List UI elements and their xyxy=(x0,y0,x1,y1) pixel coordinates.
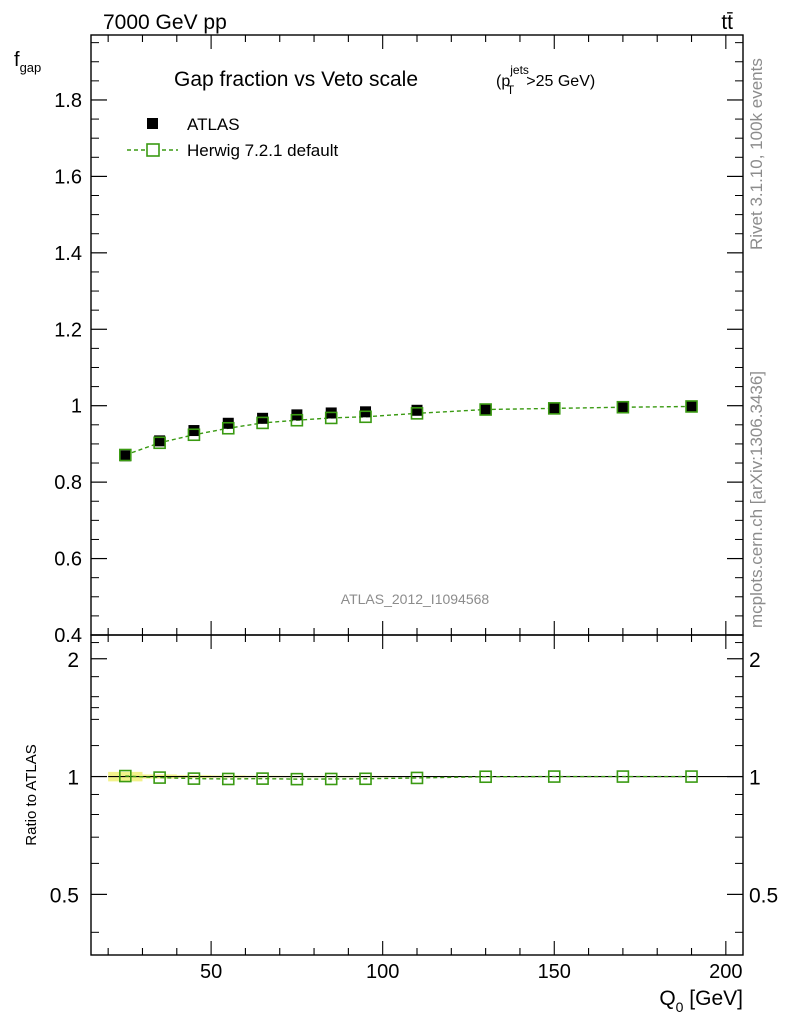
ratio-herwig-point xyxy=(221,772,235,786)
ratio-herwig-point xyxy=(616,770,630,783)
herwig-point xyxy=(153,436,166,450)
ratio-herwig-point xyxy=(153,771,166,784)
atlas-point xyxy=(119,450,131,462)
main-ytick-label: 1.6 xyxy=(54,166,82,188)
main-ytick-label: 1.4 xyxy=(54,243,82,265)
atlas-point xyxy=(411,404,423,416)
herwig-point xyxy=(685,400,698,413)
legend-label-atlas: ATLAS xyxy=(187,115,240,134)
legend-label-herwig: Herwig 7.2.1 default xyxy=(187,141,338,160)
ratio-herwig-line xyxy=(125,775,692,780)
legend-marker-atlas xyxy=(147,118,158,129)
herwig-point xyxy=(359,410,372,424)
ratio-herwig-point xyxy=(256,772,269,785)
ratio-herwig-point xyxy=(685,770,698,783)
ratio-ytick-label-right: 1 xyxy=(749,767,761,790)
title-cut-superscript: jets xyxy=(509,63,529,77)
ratio-xtick-label: 100 xyxy=(366,961,399,983)
herwig-point xyxy=(324,411,338,425)
herwig-point xyxy=(547,402,561,415)
atlas-point xyxy=(548,402,560,414)
atlas-point xyxy=(480,403,492,415)
herwig-point xyxy=(221,421,235,435)
atlas-point xyxy=(188,425,200,437)
herwig-point xyxy=(479,403,492,416)
legend: ATLAS Herwig 7.2.1 default xyxy=(127,115,338,160)
herwig-point xyxy=(616,400,630,414)
ratio-xtick-label: 200 xyxy=(709,961,742,983)
title-cut-prefix: (p xyxy=(496,73,510,90)
herwig-line xyxy=(125,405,692,456)
ratio-series-layer xyxy=(119,769,698,786)
ratio-herwig-point xyxy=(547,770,561,783)
atlas-point xyxy=(154,435,166,447)
ratio-herwig-point xyxy=(479,770,492,784)
main-ytick-label: 1.2 xyxy=(54,319,82,341)
y-axis-label: fgap xyxy=(14,49,41,75)
y-axis-label-sub: gap xyxy=(20,60,42,75)
x-axis-label-suffix: [GeV] xyxy=(683,987,743,1010)
ratio-ytick-label: 0.5 xyxy=(50,884,79,907)
ratio-ytick-label-right: 2 xyxy=(749,649,761,672)
ratio-xtick-label: 150 xyxy=(538,961,571,983)
atlas-point xyxy=(617,401,629,413)
mcplots-label: mcplots.cern.ch [arXiv:1306.3436] xyxy=(747,371,766,628)
main-ytick-label: 0.8 xyxy=(54,472,82,494)
main-ytick-label: 0.4 xyxy=(54,625,82,647)
ratio-ytick-label: 2 xyxy=(67,649,79,672)
ratio-axes: 0.5 0.5 1 1 2 2 50 100 150 200 xyxy=(50,634,778,983)
y-axis-label-main: f xyxy=(14,49,20,71)
ratio-herwig-point xyxy=(359,772,372,786)
atlas-point xyxy=(257,412,269,424)
ratio-y-axis-label: Ratio to ATLAS xyxy=(23,744,40,845)
atlas-point xyxy=(686,400,698,412)
ratio-ytick-label-right: 0.5 xyxy=(749,884,778,907)
ratio-herwig-point xyxy=(410,771,424,785)
ratio-herwig-point xyxy=(290,772,304,786)
x-axis-label-sub: 0 xyxy=(676,999,684,1015)
main-ytick-label: 1.8 xyxy=(54,90,82,112)
herwig-point xyxy=(256,416,269,430)
main-series-layer xyxy=(119,400,698,462)
analysis-tag: ATLAS_2012_I1094568 xyxy=(341,591,490,607)
energy-label: 7000 GeV pp xyxy=(103,11,227,34)
legend-marker-herwig xyxy=(146,143,160,157)
x-axis-label: Q0 [GeV] xyxy=(659,987,743,1015)
title-cut: (pjets T >25 GeV) xyxy=(496,63,595,97)
process-label: tt̄ xyxy=(721,11,733,34)
ratio-xtick-label: 50 xyxy=(200,961,222,983)
herwig-point xyxy=(290,413,304,427)
ratio-frame xyxy=(90,634,744,956)
main-ytick-label: 1 xyxy=(71,396,82,418)
title-cut-suffix: >25 GeV) xyxy=(526,73,595,90)
chart-title: Gap fraction vs Veto scale xyxy=(174,68,418,91)
herwig-point xyxy=(119,448,132,462)
herwig-point xyxy=(187,428,201,442)
herwig-point xyxy=(410,407,424,420)
main-ytick-label: 0.6 xyxy=(54,549,82,571)
ratio-herwig-point xyxy=(187,772,201,785)
x-axis-label-main: Q xyxy=(659,987,675,1010)
ratio-herwig-point xyxy=(119,769,132,783)
ratio-ytick-label: 1 xyxy=(67,767,79,790)
title-cut-subscript: T xyxy=(507,83,515,97)
rivet-label: Rivet 3.1.10, 100k events xyxy=(747,58,766,250)
ratio-herwig-point xyxy=(324,772,338,786)
